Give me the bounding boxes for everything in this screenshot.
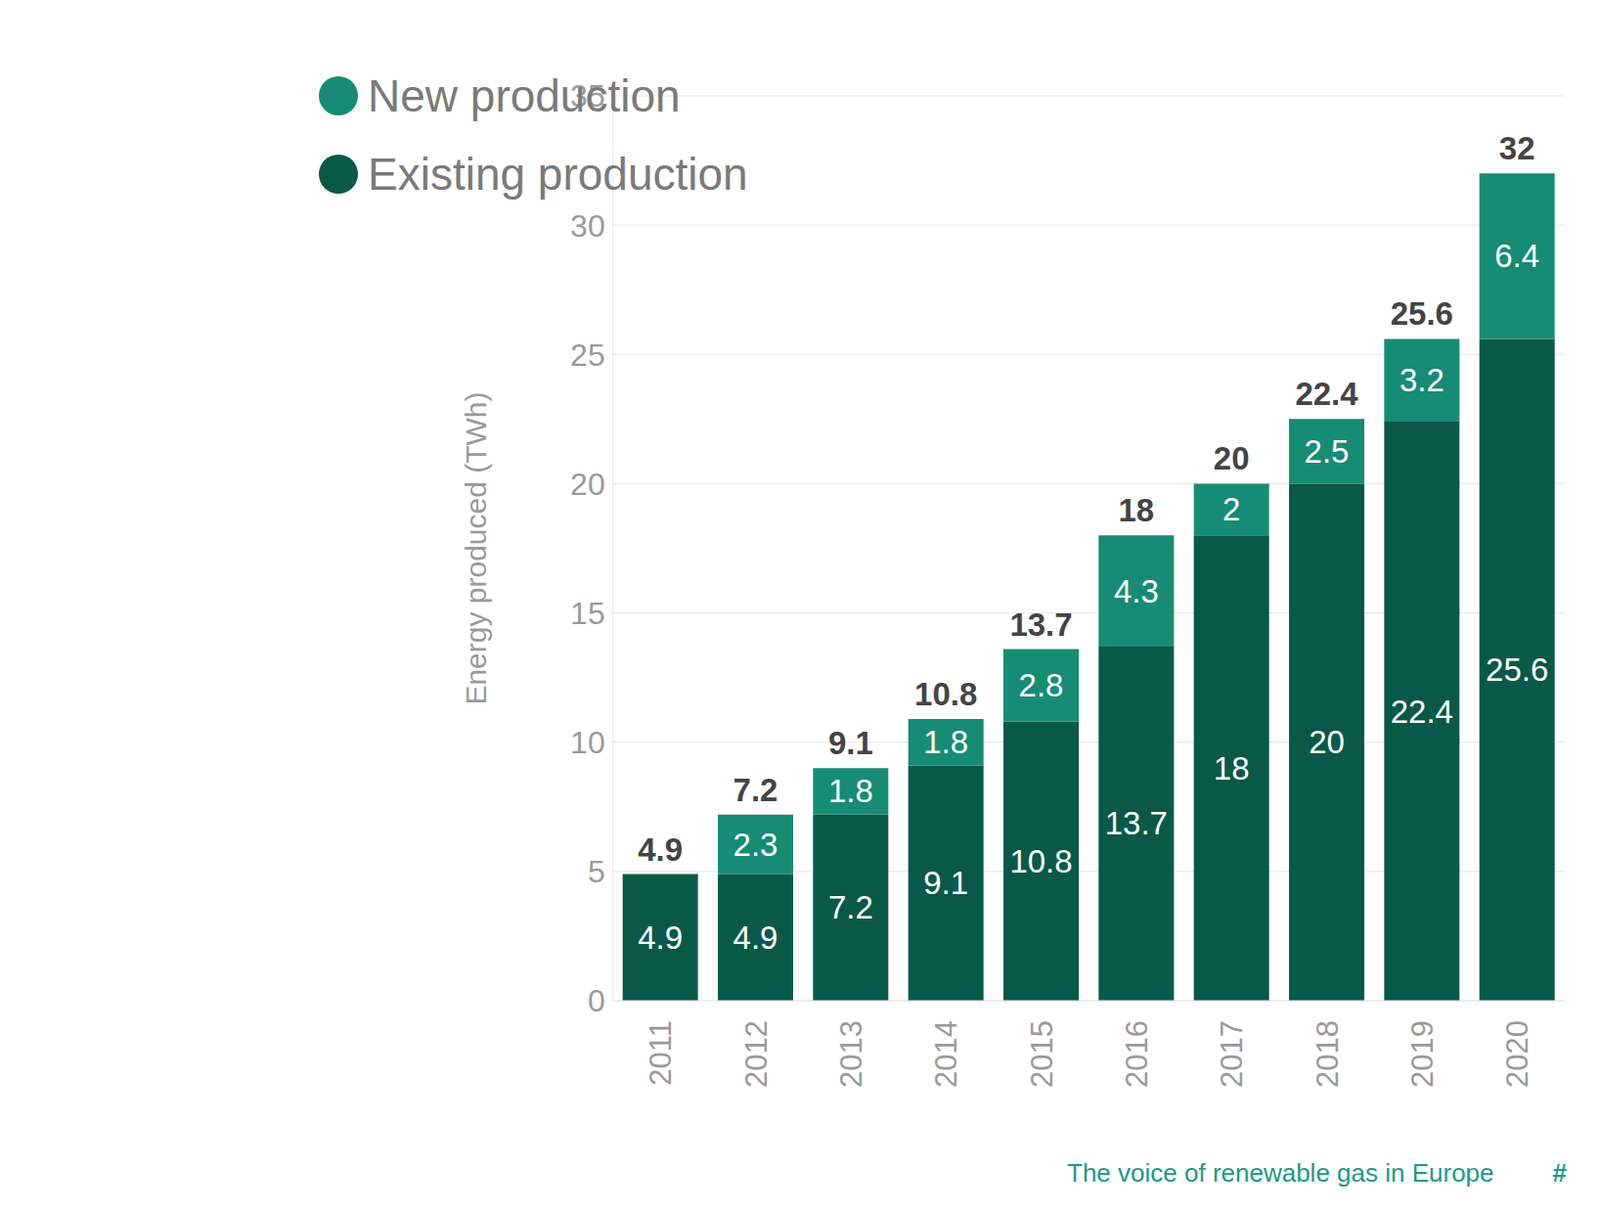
svg-text:25.6: 25.6: [1390, 295, 1454, 332]
svg-text:18: 18: [1117, 491, 1155, 529]
svg-text:13.7: 13.7: [1105, 804, 1168, 842]
svg-text:2014: 2014: [929, 1020, 964, 1088]
svg-text:2011: 2011: [643, 1020, 678, 1086]
svg-text:22.4: 22.4: [1390, 693, 1454, 730]
svg-text:15: 15: [570, 595, 606, 631]
svg-text:2012: 2012: [739, 1020, 774, 1088]
svg-text:2016: 2016: [1119, 1020, 1155, 1088]
svg-text:30: 30: [570, 208, 606, 244]
svg-text:1.8: 1.8: [923, 723, 969, 760]
svg-text:20: 20: [570, 466, 606, 502]
svg-text:2: 2: [1222, 490, 1241, 528]
svg-text:10.8: 10.8: [1009, 843, 1072, 880]
svg-text:7.2: 7.2: [733, 771, 779, 808]
svg-text:25.6: 25.6: [1485, 651, 1549, 688]
svg-text:2017: 2017: [1214, 1020, 1249, 1088]
svg-text:20: 20: [1213, 440, 1250, 477]
svg-text:4.9: 4.9: [637, 831, 683, 868]
svg-text:2019: 2019: [1405, 1020, 1440, 1088]
svg-text:6.4: 6.4: [1494, 237, 1540, 274]
svg-text:2013: 2013: [834, 1020, 869, 1088]
svg-text:2.5: 2.5: [1304, 433, 1350, 470]
svg-text:5: 5: [587, 853, 606, 889]
svg-text:2020: 2020: [1500, 1020, 1535, 1088]
svg-text:9.1: 9.1: [828, 724, 874, 761]
svg-text:4.3: 4.3: [1113, 573, 1159, 610]
svg-text:4.9: 4.9: [637, 919, 683, 956]
svg-text:Energy produced (TWh): Energy produced (TWh): [459, 391, 492, 705]
svg-text:1.8: 1.8: [828, 772, 874, 809]
svg-text:10: 10: [570, 724, 606, 760]
svg-text:32: 32: [1499, 130, 1536, 167]
svg-text:35: 35: [570, 78, 606, 114]
svg-text:0: 0: [587, 982, 606, 1019]
svg-text:2.3: 2.3: [733, 826, 779, 863]
svg-text:2018: 2018: [1310, 1020, 1345, 1088]
svg-text:7.2: 7.2: [828, 888, 874, 926]
svg-text:3.2: 3.2: [1399, 361, 1445, 399]
svg-text:9.1: 9.1: [923, 864, 969, 901]
svg-text:2015: 2015: [1024, 1020, 1060, 1088]
svg-text:13.7: 13.7: [1009, 606, 1072, 643]
svg-text:10.8: 10.8: [914, 675, 978, 712]
svg-text:18: 18: [1213, 750, 1250, 787]
svg-text:22.4: 22.4: [1294, 375, 1359, 412]
svg-text:4.9: 4.9: [733, 919, 779, 956]
svg-text:20: 20: [1308, 723, 1345, 760]
svg-text:2.8: 2.8: [1019, 666, 1065, 704]
svg-text:25: 25: [570, 337, 606, 373]
